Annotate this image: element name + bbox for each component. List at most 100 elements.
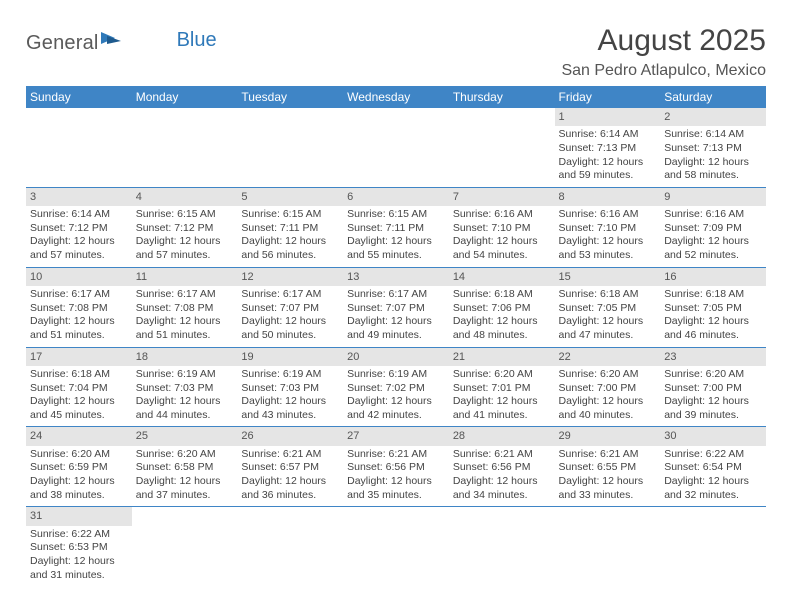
day-line: Daylight: 12 hours (664, 475, 762, 489)
day-line: Daylight: 12 hours (453, 235, 551, 249)
day-content: Sunrise: 6:14 AMSunset: 7:12 PMDaylight:… (26, 206, 132, 267)
calendar-day-cell: 21Sunrise: 6:20 AMSunset: 7:01 PMDayligh… (449, 347, 555, 427)
day-line: and 51 minutes. (136, 329, 234, 343)
calendar-day-cell (237, 108, 343, 187)
day-line: Sunrise: 6:16 AM (664, 208, 762, 222)
day-line: and 42 minutes. (347, 409, 445, 423)
calendar-day-cell: 15Sunrise: 6:18 AMSunset: 7:05 PMDayligh… (555, 267, 661, 347)
day-number: 19 (237, 348, 343, 366)
calendar-week-row: 24Sunrise: 6:20 AMSunset: 6:59 PMDayligh… (26, 427, 766, 507)
calendar-day-cell: 16Sunrise: 6:18 AMSunset: 7:05 PMDayligh… (660, 267, 766, 347)
day-number: 7 (449, 188, 555, 206)
day-line: and 38 minutes. (30, 489, 128, 503)
calendar-week-row: 1Sunrise: 6:14 AMSunset: 7:13 PMDaylight… (26, 108, 766, 187)
logo: General Blue (26, 24, 217, 55)
day-line: and 34 minutes. (453, 489, 551, 503)
calendar-page: General Blue August 2025 San Pedro Atlap… (0, 0, 792, 586)
calendar-day-cell: 23Sunrise: 6:20 AMSunset: 7:00 PMDayligh… (660, 347, 766, 427)
flag-icon (101, 30, 123, 53)
day-number: 10 (26, 268, 132, 286)
day-content: Sunrise: 6:16 AMSunset: 7:10 PMDaylight:… (555, 206, 661, 267)
day-line: Sunrise: 6:20 AM (559, 368, 657, 382)
calendar-day-cell: 19Sunrise: 6:19 AMSunset: 7:03 PMDayligh… (237, 347, 343, 427)
day-line: Sunset: 7:10 PM (453, 222, 551, 236)
day-line: Sunrise: 6:20 AM (664, 368, 762, 382)
day-line: and 35 minutes. (347, 489, 445, 503)
calendar-day-cell: 27Sunrise: 6:21 AMSunset: 6:56 PMDayligh… (343, 427, 449, 507)
day-line: Daylight: 12 hours (559, 235, 657, 249)
day-content: Sunrise: 6:18 AMSunset: 7:06 PMDaylight:… (449, 286, 555, 347)
day-line: Sunset: 7:03 PM (136, 382, 234, 396)
day-line: Daylight: 12 hours (30, 475, 128, 489)
day-line: Daylight: 12 hours (559, 395, 657, 409)
day-line: Sunset: 7:01 PM (453, 382, 551, 396)
logo-text-blue: Blue (177, 29, 217, 52)
day-line: and 41 minutes. (453, 409, 551, 423)
calendar-day-cell: 9Sunrise: 6:16 AMSunset: 7:09 PMDaylight… (660, 187, 766, 267)
day-number: 23 (660, 348, 766, 366)
day-line: Sunset: 6:58 PM (136, 461, 234, 475)
weekday-header: Sunday (26, 86, 132, 108)
day-line: Sunrise: 6:15 AM (347, 208, 445, 222)
calendar-day-cell: 20Sunrise: 6:19 AMSunset: 7:02 PMDayligh… (343, 347, 449, 427)
day-line: Daylight: 12 hours (664, 156, 762, 170)
day-line: Daylight: 12 hours (241, 235, 339, 249)
day-number: 20 (343, 348, 449, 366)
day-line: and 36 minutes. (241, 489, 339, 503)
day-line: Daylight: 12 hours (664, 235, 762, 249)
day-line: and 55 minutes. (347, 249, 445, 263)
day-line: and 40 minutes. (559, 409, 657, 423)
weekday-header: Tuesday (237, 86, 343, 108)
day-line: Sunset: 7:07 PM (241, 302, 339, 316)
day-line: Sunrise: 6:15 AM (136, 208, 234, 222)
day-line: Sunset: 7:11 PM (347, 222, 445, 236)
calendar-day-cell: 12Sunrise: 6:17 AMSunset: 7:07 PMDayligh… (237, 267, 343, 347)
day-line: and 47 minutes. (559, 329, 657, 343)
calendar-header-row: SundayMondayTuesdayWednesdayThursdayFrid… (26, 86, 766, 108)
day-line: Sunset: 7:13 PM (664, 142, 762, 156)
day-number: 1 (555, 108, 661, 126)
logo-text-general: General (26, 32, 99, 55)
day-line: Sunrise: 6:17 AM (30, 288, 128, 302)
calendar-day-cell: 31Sunrise: 6:22 AMSunset: 6:53 PMDayligh… (26, 507, 132, 586)
day-line: Sunset: 7:08 PM (136, 302, 234, 316)
day-line: and 56 minutes. (241, 249, 339, 263)
day-content: Sunrise: 6:20 AMSunset: 7:00 PMDaylight:… (660, 366, 766, 427)
day-line: Sunset: 7:00 PM (559, 382, 657, 396)
day-line: Daylight: 12 hours (559, 475, 657, 489)
day-content: Sunrise: 6:16 AMSunset: 7:10 PMDaylight:… (449, 206, 555, 267)
day-line: Sunset: 7:02 PM (347, 382, 445, 396)
day-line: Sunset: 7:05 PM (559, 302, 657, 316)
day-line: Sunrise: 6:22 AM (30, 528, 128, 542)
day-number: 24 (26, 427, 132, 445)
day-number: 29 (555, 427, 661, 445)
calendar-day-cell: 6Sunrise: 6:15 AMSunset: 7:11 PMDaylight… (343, 187, 449, 267)
day-line: Sunrise: 6:20 AM (136, 448, 234, 462)
day-line: Sunrise: 6:16 AM (453, 208, 551, 222)
day-line: Sunset: 7:03 PM (241, 382, 339, 396)
day-line: and 51 minutes. (30, 329, 128, 343)
calendar-week-row: 10Sunrise: 6:17 AMSunset: 7:08 PMDayligh… (26, 267, 766, 347)
day-content: Sunrise: 6:16 AMSunset: 7:09 PMDaylight:… (660, 206, 766, 267)
day-content: Sunrise: 6:17 AMSunset: 7:08 PMDaylight:… (26, 286, 132, 347)
day-line: Sunset: 6:56 PM (347, 461, 445, 475)
calendar-week-row: 31Sunrise: 6:22 AMSunset: 6:53 PMDayligh… (26, 507, 766, 586)
day-number: 15 (555, 268, 661, 286)
day-line: Daylight: 12 hours (453, 315, 551, 329)
calendar-day-cell (343, 507, 449, 586)
weekday-header: Friday (555, 86, 661, 108)
location-subtitle: San Pedro Atlapulco, Mexico (561, 62, 766, 80)
day-content: Sunrise: 6:21 AMSunset: 6:57 PMDaylight:… (237, 446, 343, 507)
calendar-week-row: 3Sunrise: 6:14 AMSunset: 7:12 PMDaylight… (26, 187, 766, 267)
day-content: Sunrise: 6:20 AMSunset: 6:58 PMDaylight:… (132, 446, 238, 507)
calendar-day-cell: 4Sunrise: 6:15 AMSunset: 7:12 PMDaylight… (132, 187, 238, 267)
calendar-day-cell (237, 507, 343, 586)
calendar-day-cell: 26Sunrise: 6:21 AMSunset: 6:57 PMDayligh… (237, 427, 343, 507)
day-content: Sunrise: 6:14 AMSunset: 7:13 PMDaylight:… (660, 126, 766, 187)
calendar-table: SundayMondayTuesdayWednesdayThursdayFrid… (26, 86, 766, 586)
calendar-day-cell (449, 507, 555, 586)
day-line: Daylight: 12 hours (241, 315, 339, 329)
day-line: Daylight: 12 hours (453, 475, 551, 489)
day-line: Sunset: 6:55 PM (559, 461, 657, 475)
day-line: Sunset: 6:57 PM (241, 461, 339, 475)
